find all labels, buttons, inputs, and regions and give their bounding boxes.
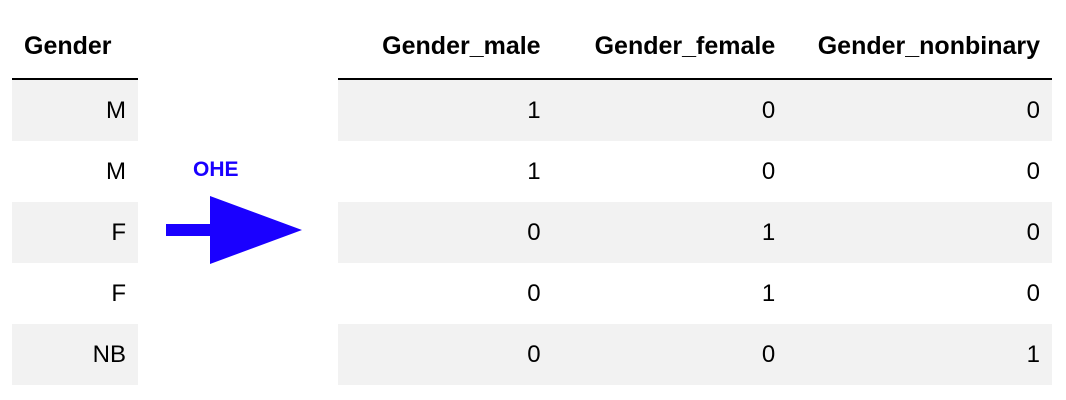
gender-female-cell: 0 — [552, 79, 788, 141]
gender-cell: M — [12, 141, 138, 202]
gender-nonbinary-cell: 1 — [787, 324, 1052, 385]
table-row: 1 0 0 — [338, 79, 1052, 141]
gender-cell: M — [12, 79, 138, 141]
gender-header-row: Gender — [12, 14, 138, 80]
gender-female-cell: 1 — [552, 263, 788, 324]
gender-female-cell: 1 — [552, 202, 788, 263]
column-header-gender-male: Gender_male — [338, 14, 553, 80]
gender-column-header: Gender — [12, 14, 138, 80]
gender-male-cell: 1 — [338, 79, 553, 141]
table-row: 0 1 0 — [338, 202, 1052, 263]
gender-female-cell: 0 — [552, 141, 788, 202]
gender-cell: F — [12, 202, 138, 263]
column-header-gender-nonbinary: Gender_nonbinary — [787, 14, 1052, 80]
gender-cell: NB — [12, 324, 138, 385]
gender-nonbinary-cell: 0 — [787, 141, 1052, 202]
table-row: 0 0 1 — [338, 324, 1052, 385]
table-row: F — [12, 202, 138, 263]
gender-male-cell: 0 — [338, 324, 553, 385]
arrow-shape — [166, 196, 302, 264]
encoded-header-row: Gender_male Gender_female Gender_nonbina… — [338, 14, 1052, 80]
gender-table: Gender M M F F NB — [12, 14, 138, 385]
gender-cell: F — [12, 263, 138, 324]
table-row: 0 1 0 — [338, 263, 1052, 324]
table-row: M — [12, 141, 138, 202]
gender-nonbinary-cell: 0 — [787, 202, 1052, 263]
gender-male-cell: 0 — [338, 202, 553, 263]
one-hot-encoded-table: Gender_male Gender_female Gender_nonbina… — [338, 14, 1052, 385]
gender-male-cell: 1 — [338, 141, 553, 202]
column-header-gender-female: Gender_female — [552, 14, 788, 80]
gender-nonbinary-cell: 0 — [787, 263, 1052, 324]
gender-male-cell: 0 — [338, 263, 553, 324]
ohe-label: OHE — [193, 158, 239, 181]
table-row: F — [12, 263, 138, 324]
right-arrow-icon — [166, 196, 302, 264]
table-row: 1 0 0 — [338, 141, 1052, 202]
gender-female-cell: 0 — [552, 324, 788, 385]
table-row: NB — [12, 324, 138, 385]
gender-nonbinary-cell: 0 — [787, 79, 1052, 141]
table-row: M — [12, 79, 138, 141]
